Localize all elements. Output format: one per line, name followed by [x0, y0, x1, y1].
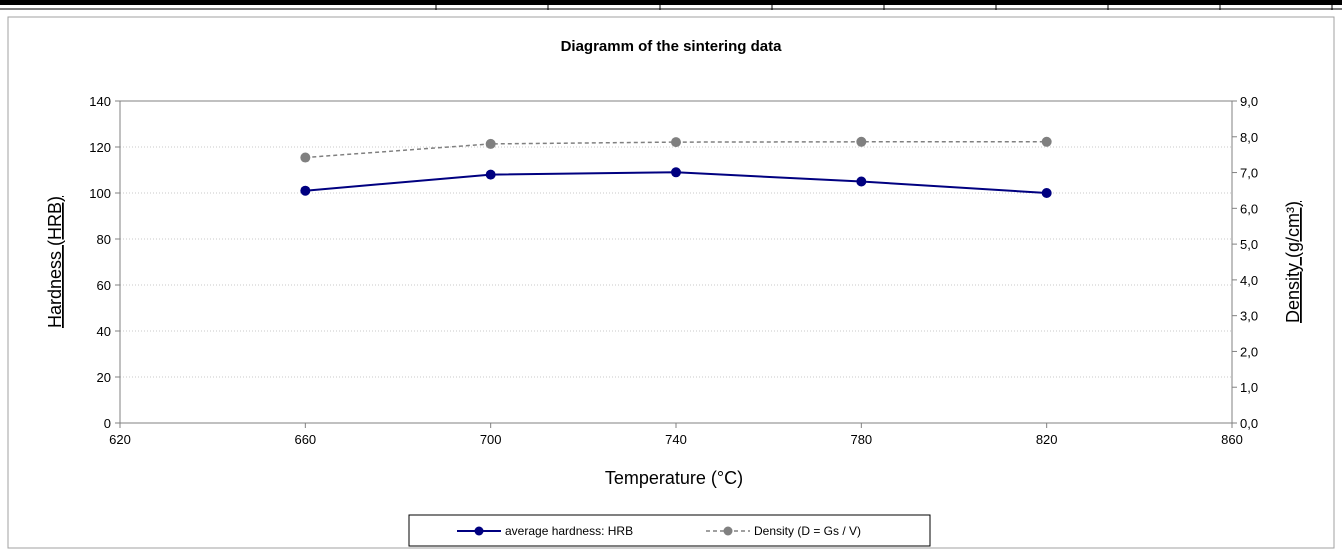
y-right-tick-label: 1,0 — [1240, 380, 1258, 395]
y-right-tick-label: 0,0 — [1240, 416, 1258, 431]
x-tick-label: 740 — [665, 432, 687, 447]
y-left-tick-label: 0 — [104, 416, 111, 431]
spreadsheet-row-strip — [0, 0, 1342, 10]
legend-label-hardness: average hardness: HRB — [505, 524, 633, 538]
x-axis-label: Temperature (°C) — [605, 468, 743, 488]
y-left-tick-label: 140 — [89, 94, 111, 109]
y-left-tick-label: 20 — [97, 370, 111, 385]
legend: average hardness: HRB Density (D = Gs / … — [408, 514, 931, 547]
x-tick-label: 660 — [294, 432, 316, 447]
y-left-tick-label: 80 — [97, 232, 111, 247]
y-right-tick-label: 6,0 — [1240, 201, 1258, 216]
x-tick-label: 860 — [1221, 432, 1243, 447]
y-left-tick-label: 40 — [97, 324, 111, 339]
y-right-tick-label: 5,0 — [1240, 237, 1258, 252]
y-right-tick-label: 3,0 — [1240, 309, 1258, 324]
y-left-tick-label: 60 — [97, 278, 111, 293]
chart-area-border — [7, 16, 1335, 549]
strip-band — [0, 0, 1342, 5]
x-tick-label: 620 — [109, 432, 131, 447]
data-point-hardness — [671, 167, 681, 178]
x-tick-label: 820 — [1036, 432, 1058, 447]
data-point-density — [856, 136, 867, 147]
legend-marker-hardness — [474, 526, 484, 536]
y-right-tick-label: 7,0 — [1240, 166, 1258, 181]
y-left-tick-label: 120 — [89, 140, 111, 155]
y-left-tick-label: 100 — [89, 186, 111, 201]
y-right-tick-label: 4,0 — [1240, 273, 1258, 288]
chart-title: Diagramm of the sintering data — [561, 38, 783, 55]
data-point-density — [485, 138, 496, 149]
x-tick-label: 780 — [850, 432, 872, 447]
data-point-density — [300, 152, 311, 163]
data-point-density — [1041, 136, 1052, 147]
legend-marker-density — [723, 526, 733, 536]
legend-label-density: Density (D = Gs / V) — [754, 524, 861, 538]
y-right-tick-label: 9,0 — [1240, 94, 1258, 109]
y-right-tick-label: 8,0 — [1240, 130, 1258, 145]
y-right-tick-label: 2,0 — [1240, 344, 1258, 359]
data-point-hardness — [485, 169, 496, 180]
y-axis-left-label: Hardness (HRB) — [45, 196, 65, 328]
x-tick-label: 700 — [480, 432, 502, 447]
data-point-hardness — [300, 185, 311, 196]
data-point-hardness — [1041, 188, 1052, 198]
data-point-density — [671, 137, 681, 148]
data-point-hardness — [856, 176, 867, 187]
y-axis-right-label: Density (g/cm³) — [1283, 201, 1303, 323]
